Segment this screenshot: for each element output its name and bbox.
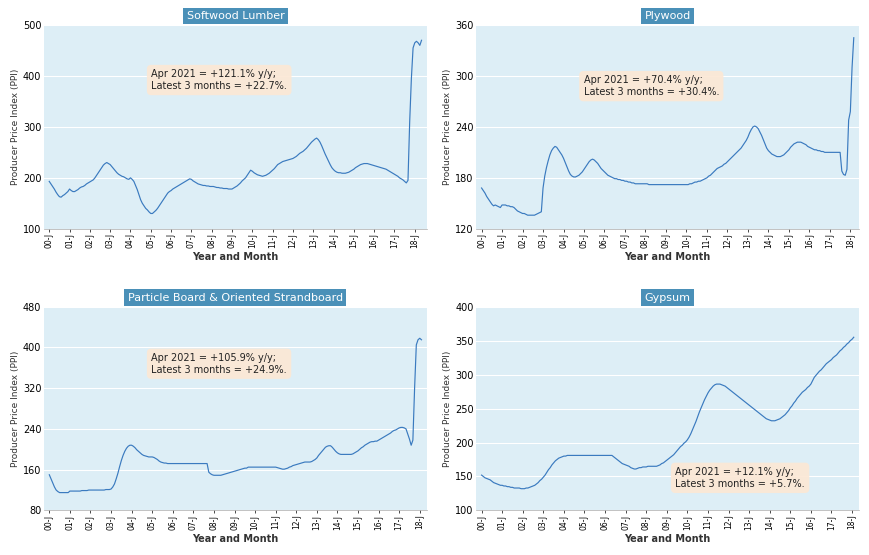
Text: Apr 2021 = +12.1% y/y;
Latest 3 months = +5.7%.: Apr 2021 = +12.1% y/y; Latest 3 months =… — [674, 467, 804, 488]
Text: Plywood: Plywood — [644, 11, 690, 21]
Y-axis label: Producer Price Index (PPI): Producer Price Index (PPI) — [443, 350, 452, 467]
Y-axis label: Producer Price Index (PPI): Producer Price Index (PPI) — [443, 69, 452, 185]
Text: Gypsum: Gypsum — [644, 292, 690, 302]
Text: Particle Board & Oriented Strandboard: Particle Board & Oriented Strandboard — [128, 292, 342, 302]
X-axis label: Year and Month: Year and Month — [624, 252, 710, 262]
X-axis label: Year and Month: Year and Month — [192, 534, 278, 544]
Y-axis label: Producer Price Index (PPI): Producer Price Index (PPI) — [11, 350, 20, 467]
Text: Apr 2021 = +121.1% y/y;
Latest 3 months = +22.7%.: Apr 2021 = +121.1% y/y; Latest 3 months … — [151, 69, 287, 91]
X-axis label: Year and Month: Year and Month — [624, 534, 710, 544]
X-axis label: Year and Month: Year and Month — [192, 252, 278, 262]
Text: Apr 2021 = +70.4% y/y;
Latest 3 months = +30.4%.: Apr 2021 = +70.4% y/y; Latest 3 months =… — [583, 75, 718, 97]
Text: Softwood Lumber: Softwood Lumber — [186, 11, 284, 21]
Y-axis label: Producer Price Index (PPI): Producer Price Index (PPI) — [11, 69, 20, 185]
Text: Apr 2021 = +105.9% y/y;
Latest 3 months = +24.9%.: Apr 2021 = +105.9% y/y; Latest 3 months … — [151, 353, 287, 375]
